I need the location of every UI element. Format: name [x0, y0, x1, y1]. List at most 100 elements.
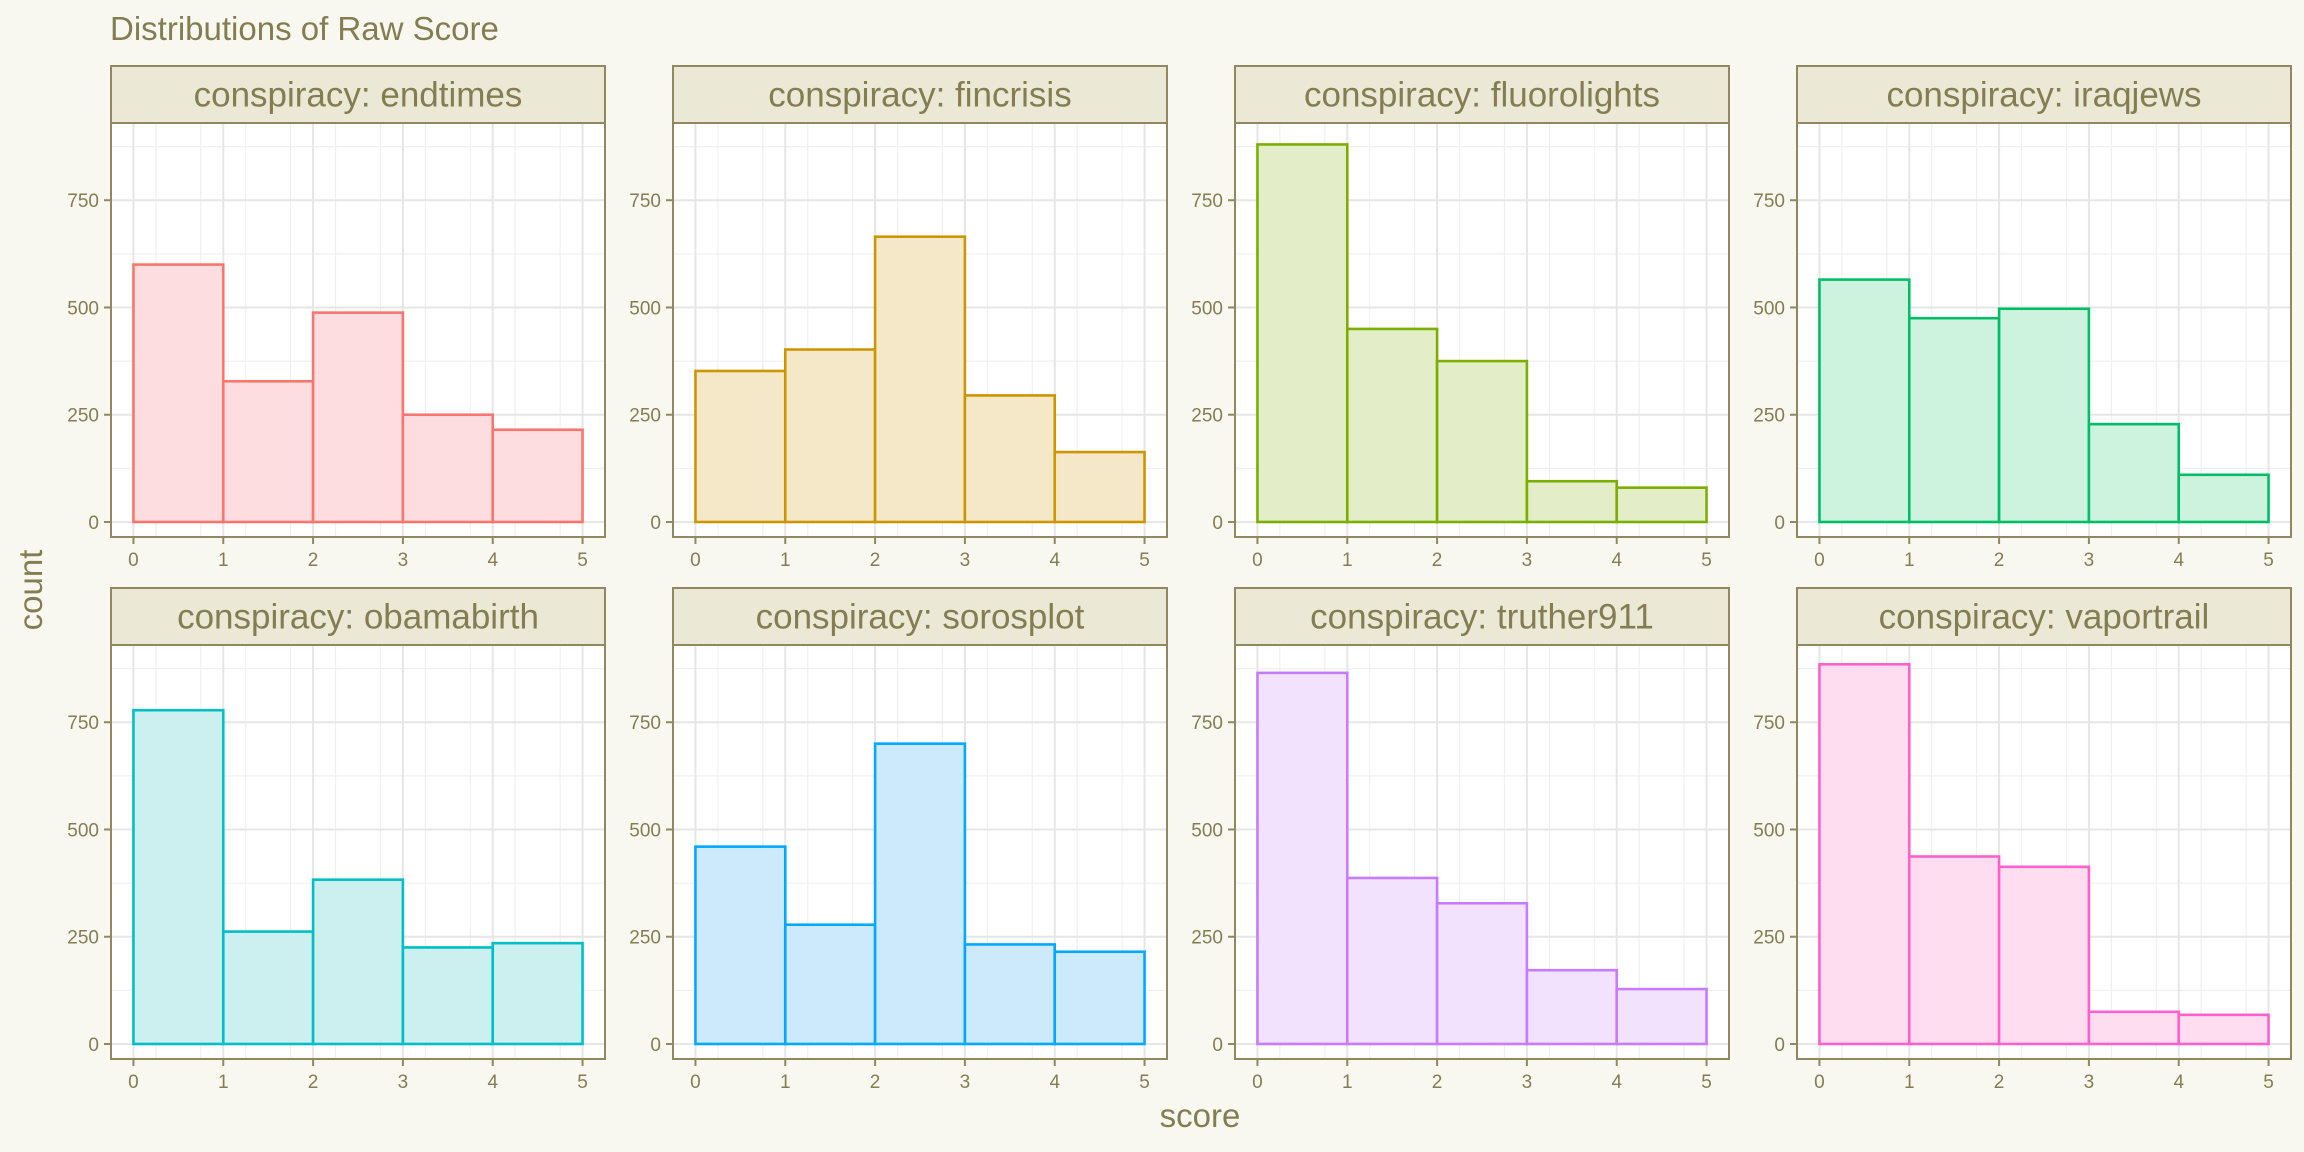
y-tick-label: 0 [88, 1035, 99, 1056]
x-axis-title: score [1160, 1097, 1241, 1134]
histogram-bar [783, 348, 877, 524]
y-tick-label: 500 [67, 820, 99, 841]
y-tick-label: 0 [650, 513, 661, 534]
histogram-bar [1053, 950, 1146, 1046]
x-tick-label: 0 [690, 550, 701, 571]
facet-strip-label: conspiracy: endtimes [194, 76, 523, 115]
histogram-bar [1053, 450, 1146, 524]
x-tick-label: 3 [1522, 550, 1533, 571]
histogram-bar [1818, 663, 1911, 1046]
x-tick-label: 1 [780, 1072, 791, 1093]
x-tick-label: 0 [1814, 1072, 1825, 1093]
y-tick-label: 750 [629, 713, 661, 734]
x-tick-label: 5 [577, 1072, 588, 1093]
chart-title: Distributions of Raw Score [110, 10, 499, 47]
histogram-bar [491, 941, 584, 1046]
y-tick-label: 750 [1753, 191, 1785, 212]
histogram-bar [401, 413, 495, 524]
histogram-bar [1345, 876, 1439, 1046]
y-tick-label: 0 [1212, 1035, 1223, 1056]
y-tick-label: 750 [629, 191, 661, 212]
histogram-bar [2177, 1013, 2270, 1046]
y-tick-label: 500 [1753, 298, 1785, 319]
facet-strip [110, 65, 606, 124]
facet-strip [672, 65, 1168, 124]
histogram-bar [1615, 987, 1708, 1046]
x-tick-label: 3 [398, 1072, 409, 1093]
facet-panel: conspiracy: sorosplot 0 1 2 3 4 5 0 250 500 750 [629, 587, 1168, 1093]
facet-strip-label: conspiracy: obamabirth [177, 598, 539, 637]
x-tick-label: 4 [1611, 1072, 1622, 1093]
facet-panel: conspiracy: fincrisis 0 1 2 3 4 5 0 250 500 750 [629, 65, 1168, 571]
histogram-bar [132, 263, 225, 524]
facet-panel: conspiracy: fluorolights 0 1 2 3 4 5 0 250 500 750 [1191, 65, 1730, 571]
panel-border [1796, 122, 2292, 538]
x-tick-label: 2 [1994, 550, 2005, 571]
x-tick-label: 0 [690, 1072, 701, 1093]
facet-strip [1796, 587, 2292, 646]
y-tick-label: 500 [629, 298, 661, 319]
facet-panel: conspiracy: vaportrail 0 1 2 3 4 5 0 250 500 750 [1753, 587, 2292, 1093]
y-tick-label: 250 [1191, 406, 1223, 427]
x-tick-label: 0 [128, 550, 139, 571]
facet-strip [1234, 587, 1730, 646]
x-tick-label: 1 [1904, 1072, 1915, 1093]
histogram-bar [1615, 486, 1708, 524]
histogram-bar [311, 311, 405, 524]
histogram-bar [1435, 901, 1529, 1046]
y-tick-label: 250 [629, 928, 661, 949]
y-tick-label: 250 [629, 406, 661, 427]
histogram-bar [1256, 671, 1349, 1046]
y-tick-label: 0 [650, 1035, 661, 1056]
histogram-bar [2087, 422, 2181, 524]
y-tick-label: 250 [1753, 406, 1785, 427]
y-tick-label: 750 [67, 713, 99, 734]
histogram-bar [873, 235, 967, 524]
x-tick-label: 2 [308, 1072, 319, 1093]
facet-strip [110, 587, 606, 646]
x-tick-label: 4 [487, 1072, 498, 1093]
x-tick-label: 4 [487, 550, 498, 571]
x-tick-label: 1 [1342, 550, 1353, 571]
x-tick-label: 1 [1904, 550, 1915, 571]
x-tick-label: 3 [2084, 1072, 2095, 1093]
facet-strip-label: conspiracy: fincrisis [768, 76, 1071, 115]
y-tick-label: 500 [1191, 298, 1223, 319]
histogram-bar [132, 708, 225, 1046]
histogram-bar [1997, 307, 2091, 524]
facet-panel: conspiracy: endtimes 0 1 2 3 4 5 0 250 500 750 [67, 65, 606, 571]
histogram-bar [2177, 473, 2270, 524]
x-tick-label: 2 [1432, 1072, 1443, 1093]
y-tick-label: 250 [1753, 928, 1785, 949]
x-tick-label: 3 [1522, 1072, 1533, 1093]
histogram-bar [1997, 865, 2091, 1046]
x-tick-label: 4 [1049, 550, 1060, 571]
x-tick-label: 4 [1611, 550, 1622, 571]
histogram-bar [221, 930, 315, 1046]
x-tick-label: 5 [577, 550, 588, 571]
x-tick-label: 0 [1252, 1072, 1263, 1093]
x-tick-label: 5 [1139, 1072, 1150, 1093]
histogram-bar [1818, 278, 1911, 524]
x-tick-label: 5 [1139, 550, 1150, 571]
histogram-bar [221, 379, 315, 524]
x-tick-label: 4 [2173, 550, 2184, 571]
y-tick-label: 500 [1191, 820, 1223, 841]
histogram-bar [1907, 316, 2001, 524]
panel-border [672, 644, 1168, 1060]
x-tick-label: 1 [1342, 1072, 1353, 1093]
y-tick-label: 0 [88, 513, 99, 534]
x-tick-label: 2 [308, 550, 319, 571]
y-tick-label: 0 [1774, 513, 1785, 534]
panel-border [110, 122, 606, 538]
x-tick-label: 2 [870, 1072, 881, 1093]
facet-strip-label: conspiracy: fluorolights [1304, 76, 1660, 115]
histogram-bar [783, 923, 877, 1046]
x-tick-label: 4 [1049, 1072, 1060, 1093]
facet-strip-label: conspiracy: truther911 [1310, 598, 1654, 637]
facet-strip-label: conspiracy: iraqjews [1886, 76, 2201, 115]
histogram-bar [1345, 327, 1439, 524]
facet-strip-label: conspiracy: vaportrail [1879, 598, 2210, 637]
y-tick-label: 250 [1191, 928, 1223, 949]
